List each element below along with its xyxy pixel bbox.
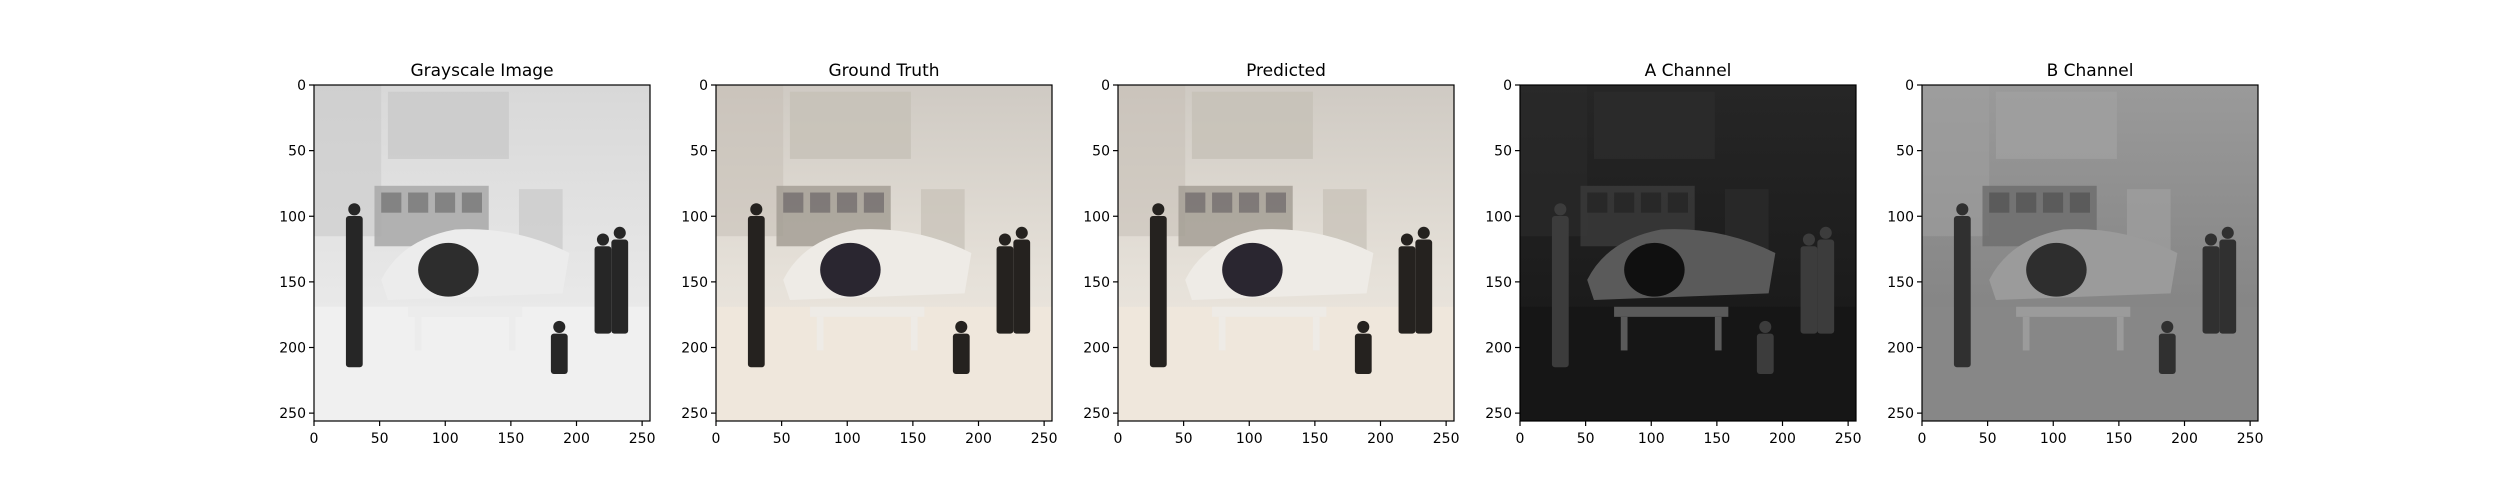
x-tick-label-ground-truth-0: 0 [712, 431, 721, 447]
y-tick-label-grayscale-200: 200 [279, 341, 306, 357]
panel-frame-predicted [1117, 84, 1455, 422]
x-tick-label-a-channel-150: 150 [1704, 431, 1731, 447]
y-tick-label-b-channel-250: 250 [1887, 406, 1914, 422]
x-tick-label-b-channel-250: 250 [2237, 431, 2264, 447]
y-tick-label-ground-truth-100: 100 [681, 209, 708, 225]
y-tick-label-predicted-50: 50 [1092, 144, 1110, 160]
y-tick-label-grayscale-150: 150 [279, 275, 306, 291]
panel-image-grayscale [314, 85, 650, 421]
x-tick-label-a-channel-100: 100 [1638, 431, 1665, 447]
panel-image-a-channel [1520, 85, 1856, 421]
x-tick-label-a-channel-50: 50 [1577, 431, 1595, 447]
y-tick-label-b-channel-100: 100 [1887, 209, 1914, 225]
y-tick-label-grayscale-250: 250 [279, 406, 306, 422]
panel-frame-a-channel [1519, 84, 1857, 422]
y-tick-label-a-channel-150: 150 [1485, 275, 1512, 291]
y-tick-label-ground-truth-150: 150 [681, 275, 708, 291]
x-tick-label-grayscale-50: 50 [371, 431, 389, 447]
y-tick-label-ground-truth-250: 250 [681, 406, 708, 422]
panel-image-ground-truth [716, 85, 1052, 421]
y-tick-label-b-channel-150: 150 [1887, 275, 1914, 291]
y-tick-label-predicted-250: 250 [1083, 406, 1110, 422]
x-tick-label-ground-truth-50: 50 [773, 431, 791, 447]
y-tick-label-predicted-150: 150 [1083, 275, 1110, 291]
y-tick-label-grayscale-50: 50 [288, 144, 306, 160]
y-tick-label-b-channel-200: 200 [1887, 341, 1914, 357]
x-tick-label-predicted-250: 250 [1433, 431, 1460, 447]
x-tick-label-grayscale-100: 100 [432, 431, 459, 447]
x-tick-label-ground-truth-200: 200 [965, 431, 992, 447]
panel-image-predicted [1118, 85, 1454, 421]
x-tick-label-a-channel-200: 200 [1769, 431, 1796, 447]
y-tick-label-ground-truth-200: 200 [681, 341, 708, 357]
x-tick-label-b-channel-150: 150 [2106, 431, 2133, 447]
x-tick-label-grayscale-0: 0 [310, 431, 319, 447]
y-tick-label-a-channel-200: 200 [1485, 341, 1512, 357]
x-tick-label-ground-truth-150: 150 [900, 431, 927, 447]
x-tick-label-predicted-50: 50 [1175, 431, 1193, 447]
panel-title-b-channel: B Channel [2047, 61, 2134, 81]
x-tick-label-predicted-0: 0 [1114, 431, 1123, 447]
panel-title-grayscale: Grayscale Image [410, 61, 553, 81]
y-tick-label-ground-truth-0: 0 [699, 78, 708, 94]
x-tick-label-a-channel-0: 0 [1516, 431, 1525, 447]
x-tick-label-predicted-150: 150 [1302, 431, 1329, 447]
panel-frame-grayscale [313, 84, 651, 422]
x-tick-label-grayscale-150: 150 [498, 431, 525, 447]
y-tick-label-grayscale-100: 100 [279, 209, 306, 225]
x-tick-label-b-channel-50: 50 [1979, 431, 1997, 447]
x-tick-label-ground-truth-250: 250 [1031, 431, 1058, 447]
panel-image-b-channel [1922, 85, 2258, 421]
y-tick-label-a-channel-100: 100 [1485, 209, 1512, 225]
x-tick-label-ground-truth-100: 100 [834, 431, 861, 447]
x-tick-label-b-channel-100: 100 [2040, 431, 2067, 447]
y-tick-label-grayscale-0: 0 [297, 78, 306, 94]
y-tick-label-a-channel-0: 0 [1503, 78, 1512, 94]
panel-frame-b-channel [1921, 84, 2259, 422]
x-tick-label-grayscale-250: 250 [629, 431, 656, 447]
y-tick-label-a-channel-50: 50 [1494, 144, 1512, 160]
x-tick-label-a-channel-250: 250 [1835, 431, 1862, 447]
y-tick-label-b-channel-50: 50 [1896, 144, 1914, 160]
panel-title-ground-truth: Ground Truth [828, 61, 939, 81]
y-tick-label-ground-truth-50: 50 [690, 144, 708, 160]
y-tick-label-predicted-200: 200 [1083, 341, 1110, 357]
panel-frame-ground-truth [715, 84, 1053, 422]
x-tick-label-predicted-100: 100 [1236, 431, 1263, 447]
x-tick-label-b-channel-200: 200 [2171, 431, 2198, 447]
panel-title-a-channel: A Channel [1645, 61, 1732, 81]
y-tick-label-b-channel-0: 0 [1905, 78, 1914, 94]
y-tick-label-predicted-100: 100 [1083, 209, 1110, 225]
y-tick-label-a-channel-250: 250 [1485, 406, 1512, 422]
x-tick-label-predicted-200: 200 [1367, 431, 1394, 447]
panel-title-predicted: Predicted [1246, 61, 1326, 81]
x-tick-label-grayscale-200: 200 [563, 431, 590, 447]
y-tick-label-predicted-0: 0 [1101, 78, 1110, 94]
x-tick-label-b-channel-0: 0 [1918, 431, 1927, 447]
